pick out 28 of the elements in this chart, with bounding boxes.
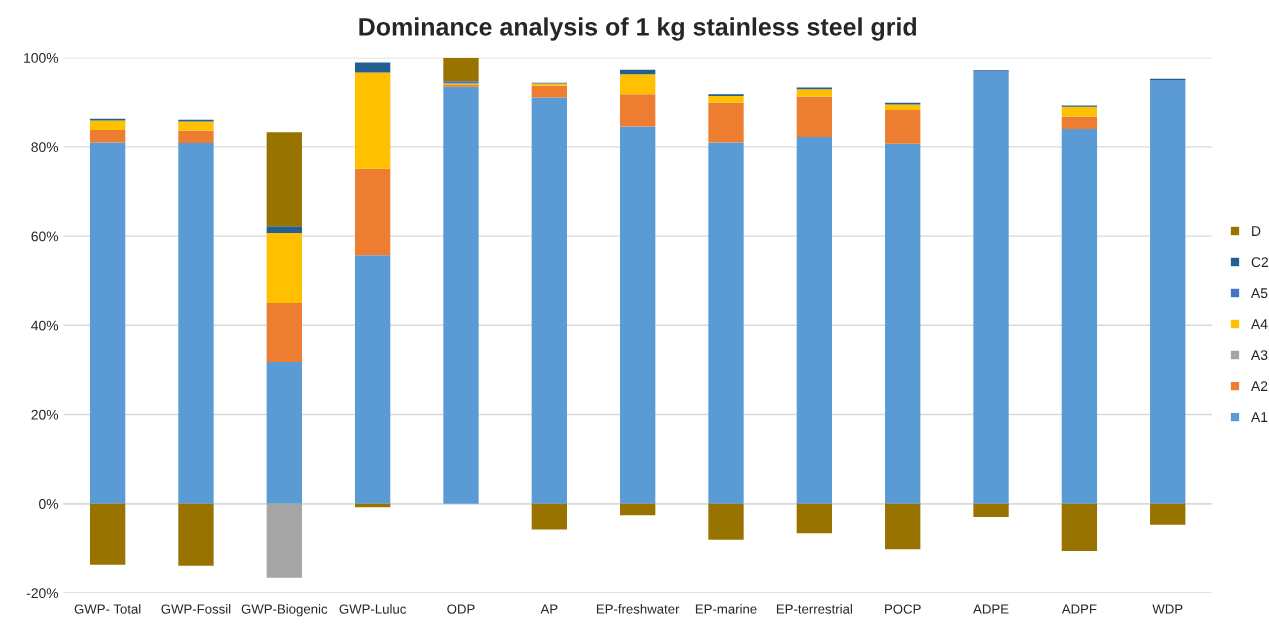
legend-label: A3 bbox=[1251, 350, 1268, 361]
y-tick-label: 60% bbox=[31, 231, 59, 242]
y-tick-label: -20% bbox=[26, 588, 59, 599]
y-tick-label: 20% bbox=[31, 409, 59, 420]
chart-title: Dominance analysis of 1 kg stainless steel grid bbox=[359, 17, 917, 41]
y-tick-label: 40% bbox=[31, 320, 59, 331]
x-tick-label: AP bbox=[540, 604, 558, 614]
legend-label: A1 bbox=[1251, 412, 1268, 422]
legend-label: A4 bbox=[1251, 319, 1268, 329]
x-tick-label: ADPF bbox=[1061, 604, 1097, 614]
y-tick-label: 0% bbox=[39, 499, 59, 509]
legend-label: A5 bbox=[1251, 288, 1268, 299]
y-tick-label: 100% bbox=[24, 53, 59, 63]
x-tick-label: GWP-Luluc bbox=[339, 604, 407, 614]
legend-label: D bbox=[1252, 226, 1261, 236]
x-tick-label: WDP bbox=[1152, 604, 1183, 614]
x-tick-label: POCP bbox=[885, 604, 921, 614]
y-tick-label: 80% bbox=[31, 142, 59, 153]
x-tick-label: ODP bbox=[447, 604, 475, 614]
x-tick-label: EP-marine bbox=[695, 604, 757, 614]
x-tick-label: ADPE bbox=[973, 604, 1009, 614]
x-tick-label: EP-freshwater bbox=[596, 604, 680, 614]
x-tick-label: GWP-Biogenic bbox=[241, 604, 328, 617]
legend-label: C2 bbox=[1251, 257, 1269, 268]
x-tick-label: GWP-Fossil bbox=[161, 604, 231, 614]
x-tick-label: GWP- Total bbox=[74, 604, 141, 614]
x-tick-label: EP-terrestrial bbox=[776, 604, 852, 614]
legend-label: A2 bbox=[1251, 381, 1268, 391]
